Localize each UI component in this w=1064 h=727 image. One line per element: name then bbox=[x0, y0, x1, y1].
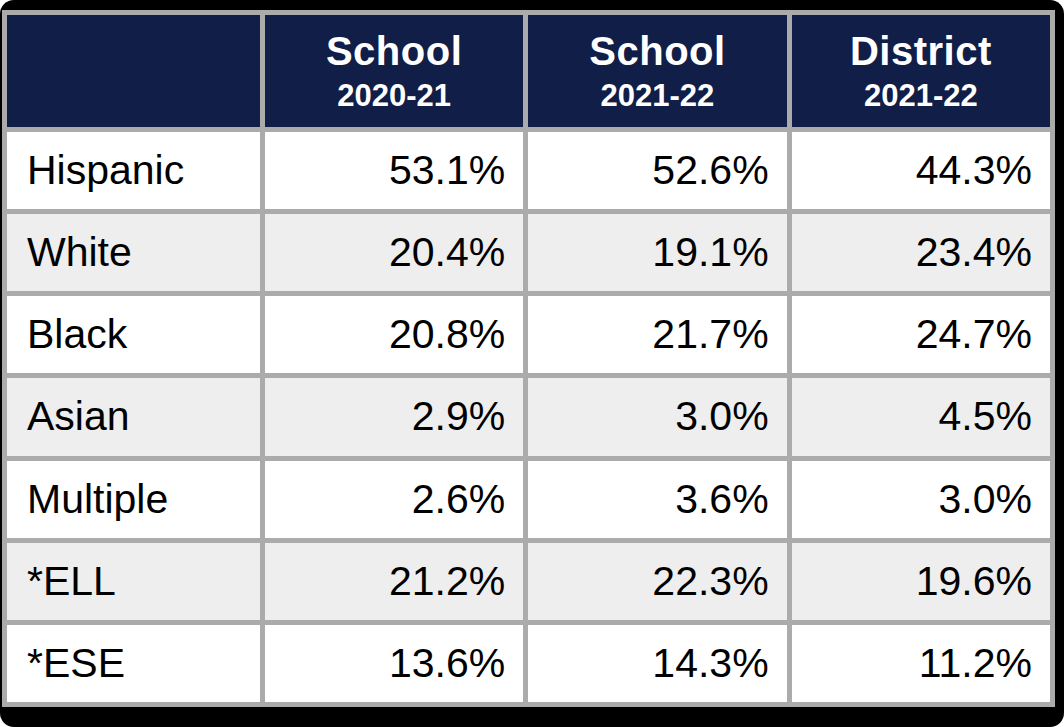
row-value: 11.2% bbox=[792, 625, 1050, 702]
row-value: 20.4% bbox=[265, 214, 523, 291]
row-value: 52.6% bbox=[528, 132, 786, 209]
header-subtitle: 2020-21 bbox=[265, 78, 523, 114]
row-value: 21.7% bbox=[528, 296, 786, 373]
row-value: 3.0% bbox=[792, 461, 1050, 538]
table-row-hispanic: Hispanic 53.1% 52.6% 44.3% bbox=[7, 132, 1050, 209]
header-cell-school-2020-21: School 2020-21 bbox=[265, 15, 523, 127]
row-value: 19.1% bbox=[528, 214, 786, 291]
row-value: 20.8% bbox=[265, 296, 523, 373]
header-subtitle: 2021-22 bbox=[528, 78, 786, 114]
row-value: 2.9% bbox=[265, 378, 523, 455]
row-value: 21.2% bbox=[265, 543, 523, 620]
row-value: 23.4% bbox=[792, 214, 1050, 291]
header-cell-district-2021-22: District 2021-22 bbox=[792, 15, 1050, 127]
table-outer-frame: School 2020-21 School 2021-22 District 2… bbox=[0, 0, 1064, 727]
table-row-black: Black 20.8% 21.7% 24.7% bbox=[7, 296, 1050, 373]
row-value: 24.7% bbox=[792, 296, 1050, 373]
row-label: Black bbox=[7, 296, 260, 373]
header-cell-blank bbox=[7, 15, 260, 127]
row-label: White bbox=[7, 214, 260, 291]
table-row-ese: *ESE 13.6% 14.3% 11.2% bbox=[7, 625, 1050, 702]
row-label: *ELL bbox=[7, 543, 260, 620]
header-title: District bbox=[792, 28, 1050, 74]
row-value: 3.0% bbox=[528, 378, 786, 455]
table-row-white: White 20.4% 19.1% 23.4% bbox=[7, 214, 1050, 291]
row-value: 4.5% bbox=[792, 378, 1050, 455]
row-value: 44.3% bbox=[792, 132, 1050, 209]
row-label: Multiple bbox=[7, 461, 260, 538]
row-value: 3.6% bbox=[528, 461, 786, 538]
row-value: 14.3% bbox=[528, 625, 786, 702]
row-value: 22.3% bbox=[528, 543, 786, 620]
header-row: School 2020-21 School 2021-22 District 2… bbox=[7, 15, 1050, 127]
row-value: 2.6% bbox=[265, 461, 523, 538]
row-label: Hispanic bbox=[7, 132, 260, 209]
table-row-ell: *ELL 21.2% 22.3% 19.6% bbox=[7, 543, 1050, 620]
demographics-table: School 2020-21 School 2021-22 District 2… bbox=[2, 10, 1055, 707]
row-value: 13.6% bbox=[265, 625, 523, 702]
row-value: 53.1% bbox=[265, 132, 523, 209]
header-subtitle: 2021-22 bbox=[792, 78, 1050, 114]
header-title: School bbox=[265, 28, 523, 74]
row-label: *ESE bbox=[7, 625, 260, 702]
row-value: 19.6% bbox=[792, 543, 1050, 620]
header-title: School bbox=[528, 28, 786, 74]
row-label: Asian bbox=[7, 378, 260, 455]
header-cell-school-2021-22: School 2021-22 bbox=[528, 15, 786, 127]
table-row-asian: Asian 2.9% 3.0% 4.5% bbox=[7, 378, 1050, 455]
table-row-multiple: Multiple 2.6% 3.6% 3.0% bbox=[7, 461, 1050, 538]
